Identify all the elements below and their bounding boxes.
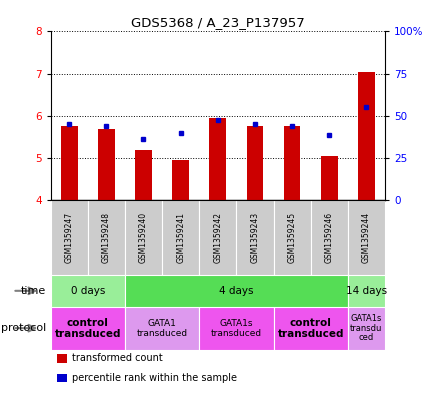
- Text: control
transduced: control transduced: [55, 318, 121, 338]
- Text: GATA1s
transduced: GATA1s transduced: [211, 319, 262, 338]
- Bar: [348, 275, 385, 307]
- Bar: [311, 200, 348, 275]
- Bar: [246, 127, 263, 200]
- Bar: [88, 200, 125, 275]
- Text: 4 days: 4 days: [219, 286, 253, 296]
- Text: GSM1359240: GSM1359240: [139, 212, 148, 263]
- Text: GSM1359243: GSM1359243: [250, 212, 260, 263]
- Bar: [51, 307, 125, 350]
- Text: GSM1359245: GSM1359245: [288, 212, 297, 263]
- Text: GSM1359242: GSM1359242: [213, 212, 222, 263]
- Text: transformed count: transformed count: [72, 353, 163, 364]
- Bar: [209, 118, 226, 200]
- Text: GSM1359246: GSM1359246: [325, 212, 334, 263]
- Bar: [172, 160, 189, 200]
- Text: GATA1s
transdu
ced: GATA1s transdu ced: [350, 314, 383, 342]
- Text: GSM1359241: GSM1359241: [176, 212, 185, 263]
- Bar: [57, 374, 67, 382]
- Text: protocol: protocol: [1, 323, 46, 333]
- Text: 14 days: 14 days: [346, 286, 387, 296]
- Bar: [98, 129, 115, 200]
- Bar: [162, 200, 199, 275]
- Bar: [125, 200, 162, 275]
- Bar: [358, 72, 375, 200]
- Bar: [274, 307, 348, 350]
- Bar: [57, 354, 67, 363]
- Bar: [284, 127, 301, 200]
- Bar: [125, 275, 348, 307]
- Bar: [125, 307, 199, 350]
- Text: 0 days: 0 days: [70, 286, 105, 296]
- Title: GDS5368 / A_23_P137957: GDS5368 / A_23_P137957: [131, 16, 304, 29]
- Bar: [236, 200, 274, 275]
- Bar: [61, 127, 77, 200]
- Text: GSM1359247: GSM1359247: [65, 212, 73, 263]
- Text: time: time: [21, 286, 46, 296]
- Bar: [51, 200, 88, 275]
- Bar: [274, 200, 311, 275]
- Text: control
transduced: control transduced: [278, 318, 344, 338]
- Bar: [199, 307, 274, 350]
- Bar: [348, 307, 385, 350]
- Bar: [199, 200, 236, 275]
- Text: GSM1359248: GSM1359248: [102, 212, 111, 263]
- Bar: [51, 275, 125, 307]
- Text: percentile rank within the sample: percentile rank within the sample: [72, 373, 237, 383]
- Bar: [135, 150, 152, 200]
- Text: GATA1
transduced: GATA1 transduced: [136, 319, 187, 338]
- Bar: [321, 156, 337, 200]
- Bar: [348, 200, 385, 275]
- Text: GSM1359244: GSM1359244: [362, 212, 371, 263]
